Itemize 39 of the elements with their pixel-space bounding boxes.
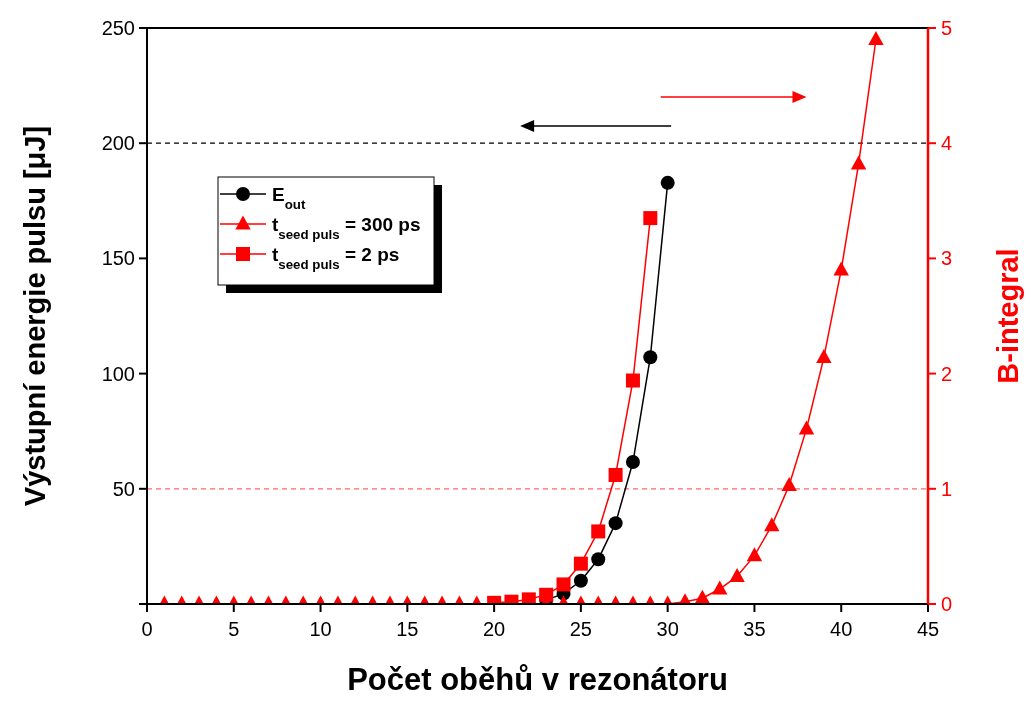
point	[625, 373, 640, 388]
x-tick-label: 10	[309, 618, 332, 640]
x-tick-label: 45	[916, 618, 940, 640]
point	[573, 573, 588, 588]
y-tick-label: 150	[101, 247, 135, 270]
y-tick-label: 250	[101, 17, 135, 39]
point	[660, 175, 675, 190]
y-tick-label: 100	[101, 362, 135, 385]
y2-tick-label: 3	[941, 247, 953, 270]
y-tick-label: 200	[101, 132, 135, 155]
legend-label: t$_{seed puls}$ = 300 ps	[272, 214, 421, 242]
y2-tick-label: 0	[941, 593, 953, 615]
x-tick-label: 30	[656, 618, 679, 640]
point	[643, 211, 658, 226]
x-axis-title: Počet oběhů v rezonátoru	[347, 662, 728, 697]
point	[643, 350, 658, 365]
y-axis-title: Výstupní energie pulsu [μJ]	[19, 125, 51, 507]
x-tick-label: 15	[396, 618, 419, 640]
legend-label: E$_{out}$	[272, 184, 306, 212]
point	[833, 261, 849, 276]
legend-label: t$_{seed puls}$ = 2 ps	[272, 244, 400, 272]
x-tick-label: 35	[743, 618, 766, 640]
x-tick-label: 5	[228, 618, 240, 640]
point	[816, 349, 832, 364]
x-tick-label: 0	[141, 618, 153, 640]
point	[625, 455, 640, 470]
y2-tick-label: 2	[941, 362, 953, 385]
y2-axis-title: B-integral	[992, 248, 1024, 384]
x-tick-label: 20	[482, 618, 506, 640]
point	[608, 516, 623, 531]
x-tick-label: 25	[569, 618, 593, 640]
point	[591, 552, 606, 567]
point	[798, 420, 815, 435]
y-tick-label: 50	[112, 477, 135, 500]
point	[781, 476, 797, 491]
y2-tick-label: 5	[941, 17, 953, 39]
y2-tick-label: 4	[941, 132, 953, 155]
y2-tick-label: 1	[941, 477, 953, 500]
x-tick-label: 40	[830, 618, 853, 640]
